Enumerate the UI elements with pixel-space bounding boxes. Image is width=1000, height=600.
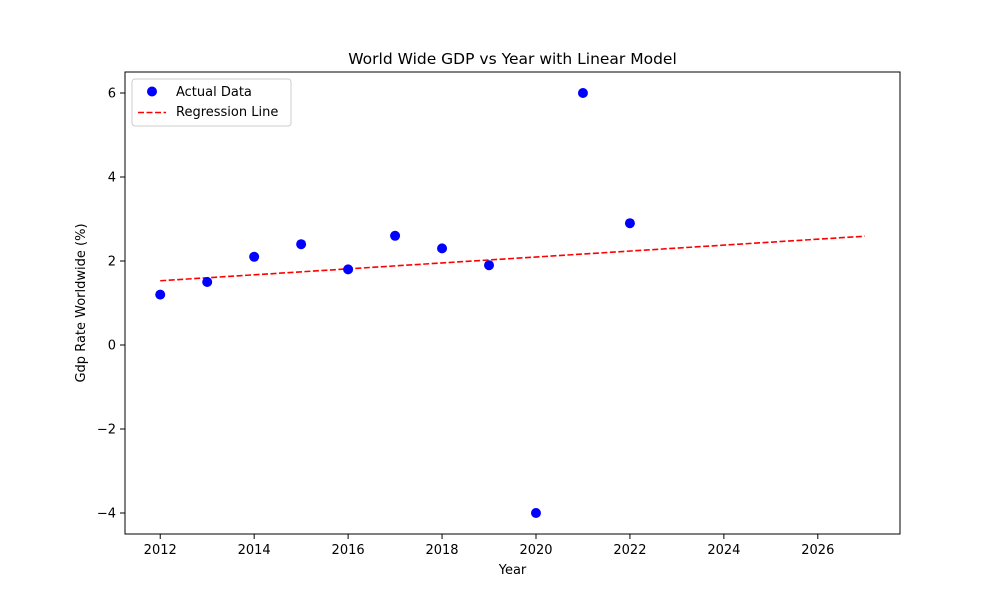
y-tick-label: 2 [108,255,116,270]
x-tick-label: 2024 [707,543,740,558]
x-tick-label: 2018 [425,543,458,558]
legend-label-actual-data: Actual Data [176,85,252,100]
actual-data-series [155,88,635,518]
y-tick-label: −4 [97,507,116,522]
data-point [249,251,260,262]
data-point [530,508,541,518]
x-axis-ticks: 2012 2014 2016 2018 2020 2022 2024 2026 [144,534,834,558]
x-tick-label: 2012 [144,543,177,558]
legend: Actual Data Regression Line [131,78,292,127]
plot-area [124,71,901,535]
chart-title: World Wide GDP vs Year with Linear Model [348,50,677,68]
legend-box [131,78,292,127]
x-tick-label: 2016 [332,543,365,558]
y-tick-label: 0 [108,339,116,354]
x-tick-label: 2022 [613,543,646,558]
y-axis-ticks: −4 −2 0 2 4 6 [97,87,125,522]
data-point [484,260,495,271]
regression-series [160,235,865,282]
data-point [437,243,448,254]
x-tick-label: 2020 [519,543,552,558]
y-tick-label: 6 [108,87,116,102]
data-point [577,88,588,98]
x-tick-label: 2026 [801,543,834,558]
legend-label-regression-line: Regression Line [176,105,278,120]
legend-marker-actual-data [147,86,157,97]
x-tick-label: 2014 [238,543,271,558]
data-point [624,218,635,229]
data-point [202,277,213,287]
y-axis-label: Gdp Rate Worldwide (%) [74,223,89,382]
y-tick-label: 4 [108,171,116,186]
y-tick-label: −2 [97,423,116,438]
data-point [390,230,401,241]
data-point [296,239,307,250]
regression-line [160,235,865,282]
data-point [343,264,354,275]
data-point [155,289,166,300]
x-axis-label: Year [498,563,527,578]
